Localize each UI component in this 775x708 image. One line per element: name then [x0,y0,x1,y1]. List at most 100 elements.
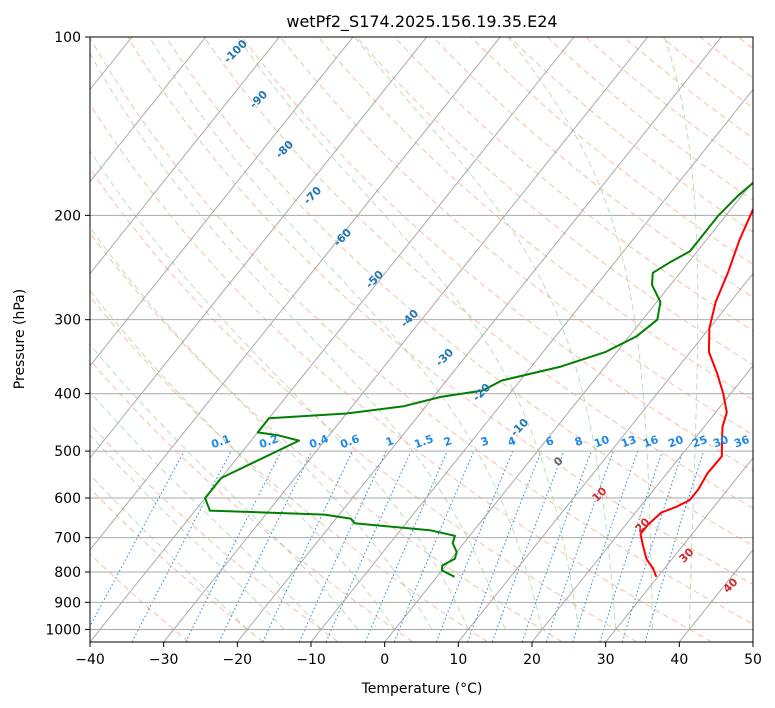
mixing-ratio-label: 25 [690,433,709,450]
mixing-ratio-line [393,450,475,642]
mixing-ratio-label: 0.6 [338,432,361,451]
y-tick-label: 200 [54,208,81,224]
mixing-ratio-line [325,450,412,642]
y-tick-label: 100 [54,30,81,46]
y-tick-label: 700 [54,531,81,547]
chart-title: wetPf2_S174.2025.156.19.35.E24 [286,12,557,32]
isotherm [0,37,58,642]
mixing-ratio-label: 3 [479,434,491,449]
isotherm [90,37,354,367]
mixing-ratio-label: 0.2 [257,432,280,451]
dry-adiabat-label: -60 [331,226,354,249]
isotherm [531,364,753,642]
y-tick-label: 500 [54,444,81,460]
isotherm [90,37,501,551]
background-lines [90,37,753,642]
dry-adiabat [203,37,753,509]
mixing-ratio-line [218,450,313,642]
mixing-ratio-label: 1 [384,434,396,449]
moist-adiabat [237,37,580,630]
mixing-ratio-label: 6 [544,434,556,449]
dry-adiabat-label: -20 [470,381,493,404]
x-tick-label: 0 [380,652,389,668]
x-tick-label: 10 [449,652,467,668]
dry-adiabat-label: 30 [677,545,697,565]
isotherm [90,37,428,459]
y-tick-label: 600 [54,491,81,507]
grid-lines [0,37,753,642]
isotherm [605,457,753,642]
mixing-ratio-label: 16 [641,433,660,451]
dry-adiabat [547,37,753,201]
mixing-ratio-line [572,450,639,642]
dry-adiabat [165,37,753,547]
mixing-ratio-label: 0.4 [307,432,330,451]
dry-adiabat [90,487,264,642]
mixing-ratio-label: 20 [666,433,685,451]
dry-adiabat-label: -80 [273,138,296,161]
mixing-ratio-line [545,450,614,642]
dry-adiabat [90,553,190,642]
mixing-ratio-line [435,450,514,642]
moist-adiabat [90,289,396,630]
mixing-ratio-line [90,450,185,628]
plot-frame [89,36,754,643]
temperature-trace [639,206,753,578]
moist-adiabat [90,474,248,630]
dry-adiabat [432,37,753,298]
dry-adiabat [241,37,753,472]
dry-adiabat [699,37,753,79]
mixing-ratio-line [262,450,353,642]
dry-adiabat [90,103,712,642]
isotherm [310,88,753,642]
isotherm [163,37,649,642]
mixing-ratio-line [185,450,282,642]
mixing-ratio-line [521,450,592,642]
dry-adiabat-label: 40 [721,575,741,595]
mixing-ratio-line [491,450,565,642]
moist-adiabat [90,149,469,630]
dry-adiabat [90,295,488,642]
isotherm [457,272,753,642]
x-tick-label: −20 [223,652,253,668]
moist-adiabat [148,37,543,630]
y-tick-label: 900 [54,595,81,611]
mixing-ratio-label: 8 [573,434,585,449]
isoline-labels: -100-90-80-70-60-50-40-30-20-10010203040… [209,37,751,596]
axis-ticks: −40 −30 −20 −10 0 10 20 30 40 5010020030040050060… [45,30,762,668]
mixing-ratio-label: 36 [732,433,751,451]
dry-adiabat-label: 0 [551,454,566,469]
dry-adiabat [737,37,753,50]
dry-adiabat-label: -70 [301,184,324,207]
moist-adiabat [90,434,285,630]
x-tick-label: −30 [149,652,179,668]
moist-adiabat [90,343,359,630]
x-tick-label: 40 [670,652,688,668]
x-tick-label: 50 [744,652,762,668]
mixing-ratio-line [298,450,387,642]
mixing-ratio-line [467,450,542,642]
isotherm [90,37,207,183]
dry-adiabat-label: -90 [247,88,270,111]
dry-adiabat [90,231,563,642]
dry-adiabat [90,167,638,642]
mixing-ratio-line [364,450,448,642]
mixing-ratio-label: 2 [442,434,454,449]
isotherm [90,37,280,275]
x-tick-label: −40 [75,652,105,668]
mixing-ratio-label: 30 [711,433,730,451]
dry-adiabat [90,37,753,625]
dry-adiabat [470,37,753,266]
x-tick-label: 20 [523,652,541,668]
moist-adiabat [663,37,699,630]
mixing-ratio-line [599,450,663,642]
y-axis-label: Pressure (hPa) [12,289,28,389]
mixing-ratio-label: 13 [619,433,638,450]
dry-adiabat [318,37,753,401]
moist-adiabat [90,52,506,630]
mixing-ratio-line [644,450,705,642]
mixing-ratio-line [621,450,684,642]
dewpoint-trace [204,181,753,578]
mixing-ratio-label: 1.5 [412,432,435,451]
